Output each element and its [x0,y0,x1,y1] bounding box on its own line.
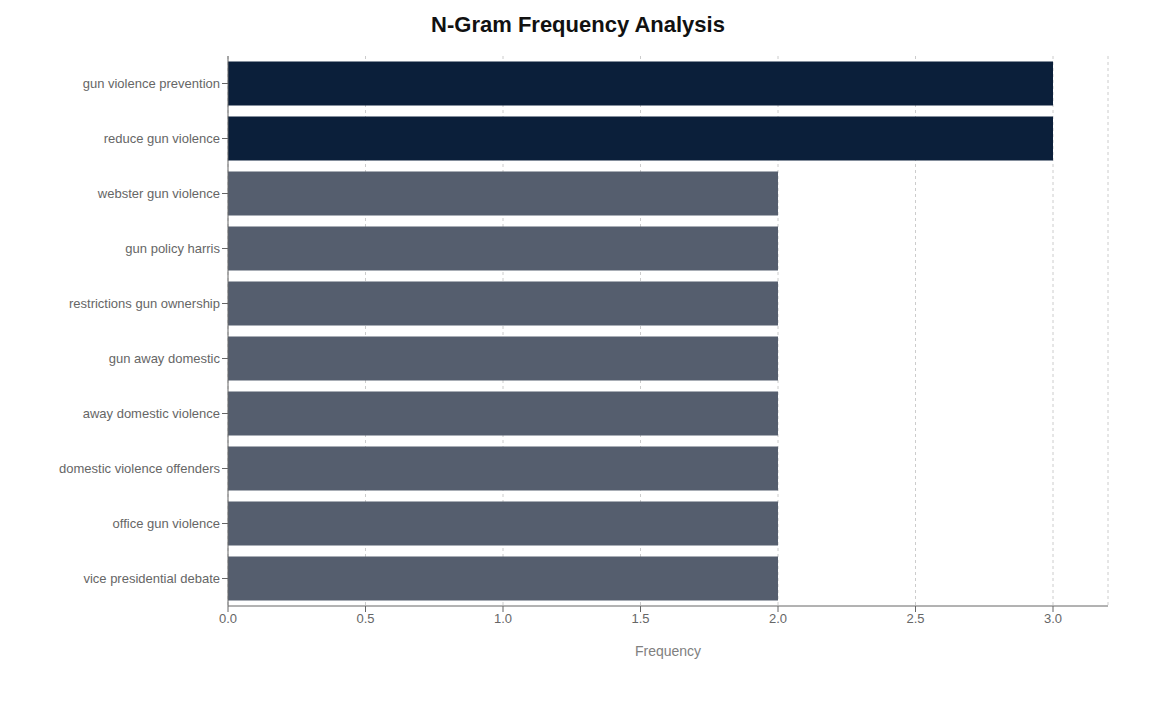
svg-text:webster gun violence: webster gun violence [97,186,220,201]
html-text:N-Gram Frequency Analysis: N-Gram Frequency Analysis [431,12,725,37]
svg-text:0.0: 0.0 [219,611,237,626]
svg-text:restrictions gun ownership: restrictions gun ownership [69,296,220,311]
svg-text:gun away domestic: gun away domestic [109,351,221,366]
svg-text:Frequency: Frequency [635,643,701,659]
svg-text:2.0: 2.0 [769,611,787,626]
svg-text:1.0: 1.0 [494,611,512,626]
svg-text:2.5: 2.5 [906,611,924,626]
svg-text:away domestic violence: away domestic violence [83,406,220,421]
svg-text:vice presidential debate: vice presidential debate [83,571,220,586]
svg-text:1.5: 1.5 [631,611,649,626]
svg-text:0.5: 0.5 [356,611,374,626]
svg-text:gun violence prevention: gun violence prevention [83,76,220,91]
svg-text:gun policy harris: gun policy harris [125,241,220,256]
svg-text:office gun violence: office gun violence [113,516,220,531]
svg-text:reduce gun violence: reduce gun violence [104,131,220,146]
svg-text:3.0: 3.0 [1044,611,1062,626]
svg-text:domestic violence offenders: domestic violence offenders [59,461,220,476]
